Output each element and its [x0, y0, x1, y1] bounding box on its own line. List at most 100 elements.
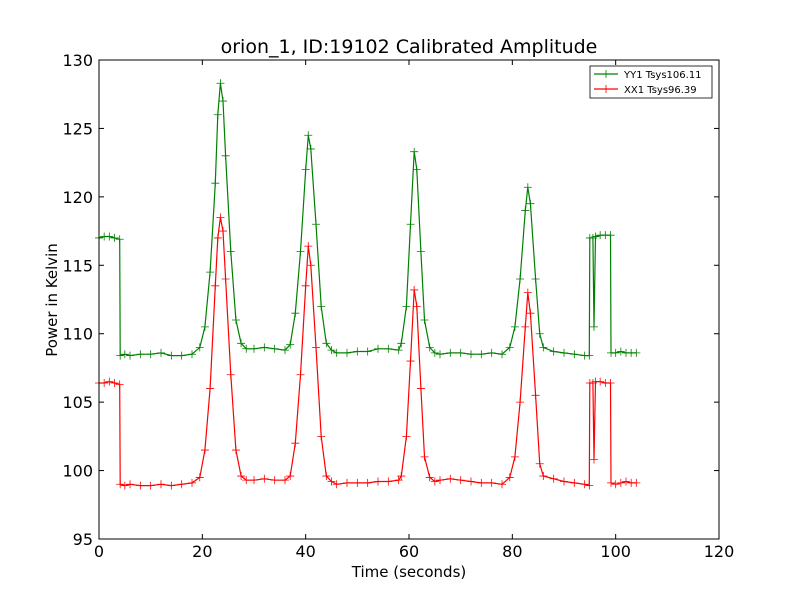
data-point [213, 110, 222, 119]
data-point [510, 452, 519, 461]
data-point [260, 343, 269, 352]
data-point [446, 348, 455, 357]
x-tick-label: 0 [94, 542, 104, 561]
data-point [237, 339, 246, 348]
data-point [157, 348, 165, 357]
data-point [110, 378, 119, 387]
data-point [585, 481, 594, 490]
y-tick-label: 115 [62, 256, 93, 275]
data-point [206, 384, 215, 393]
x-axis: 0 20 40 60 80 100 120 [94, 60, 734, 561]
data-point [516, 274, 525, 283]
data-point [146, 481, 155, 490]
data-point [221, 151, 230, 160]
data-point [281, 476, 289, 485]
data-point [231, 316, 240, 325]
data-point [456, 476, 465, 485]
data-point [250, 344, 258, 353]
data-point [327, 346, 336, 355]
data-point [136, 481, 145, 490]
data-point [580, 480, 589, 489]
legend-item: XX1 Tsys96.39 [594, 85, 697, 96]
data-point [402, 432, 411, 441]
data-point [430, 477, 439, 486]
legend-label: YY1 Tsys106.11 [623, 70, 702, 81]
data-point [531, 274, 540, 283]
data-point [213, 233, 222, 242]
data-point [322, 472, 331, 481]
data-point [286, 472, 295, 481]
data-point [374, 477, 382, 486]
data-point [410, 285, 419, 294]
data-point [146, 350, 155, 359]
data-point [250, 476, 258, 485]
legend-marker [602, 70, 610, 78]
data-point [115, 380, 124, 389]
y-tick-label: 125 [62, 119, 93, 138]
data-point [477, 478, 486, 487]
data-point [242, 476, 251, 485]
data-point [456, 348, 465, 357]
data-point [332, 348, 341, 357]
data-point [120, 481, 129, 490]
data-point [242, 344, 251, 353]
series-1 [95, 79, 641, 360]
data-point [301, 165, 310, 174]
data-point [560, 348, 568, 357]
x-tick-label: 100 [600, 542, 631, 561]
data-point [219, 227, 227, 236]
data-point [436, 350, 444, 359]
data-point [211, 179, 220, 188]
data-point [632, 478, 641, 487]
data-point [216, 213, 225, 222]
data-point [237, 472, 246, 481]
data-point [416, 384, 425, 393]
data-point [216, 79, 225, 88]
data-point [270, 344, 279, 353]
data-point [306, 144, 315, 153]
data-point [510, 322, 519, 331]
data-point [549, 474, 558, 483]
data-point [487, 478, 496, 487]
data-point [570, 478, 579, 487]
data-point [226, 247, 235, 256]
data-point [607, 478, 616, 487]
data-point [167, 351, 176, 360]
data-point [281, 346, 289, 355]
data-point [231, 446, 240, 455]
data-point [523, 288, 532, 297]
data-point [521, 322, 530, 331]
data-point [516, 398, 525, 407]
data-point [332, 480, 341, 489]
y-axis-label: Power in Kelvin [43, 243, 61, 357]
data-point [596, 377, 605, 386]
legend-item: YY1 Tsys106.11 [594, 70, 702, 81]
data-point [505, 343, 514, 352]
data-point [397, 339, 406, 348]
data-point [353, 347, 362, 356]
data-point [611, 480, 620, 489]
data-point [410, 147, 419, 156]
y-tick-label: 100 [62, 462, 93, 481]
data-point [412, 165, 421, 174]
data-point [397, 472, 406, 481]
data-point [126, 480, 134, 489]
data-point [487, 348, 496, 357]
data-point [523, 183, 532, 192]
data-point [606, 231, 615, 240]
x-tick-label: 80 [502, 542, 522, 561]
data-point [526, 199, 535, 208]
data-point [195, 473, 204, 482]
data-point [304, 242, 313, 251]
data-point [343, 348, 351, 357]
data-point [188, 478, 196, 487]
data-point [312, 343, 320, 352]
data-point [200, 446, 209, 455]
data-point [606, 378, 615, 387]
y-tick-label: 110 [62, 325, 93, 344]
data-point [211, 281, 220, 290]
data-point [296, 247, 305, 256]
data-point [406, 220, 415, 229]
data-point [416, 247, 425, 256]
